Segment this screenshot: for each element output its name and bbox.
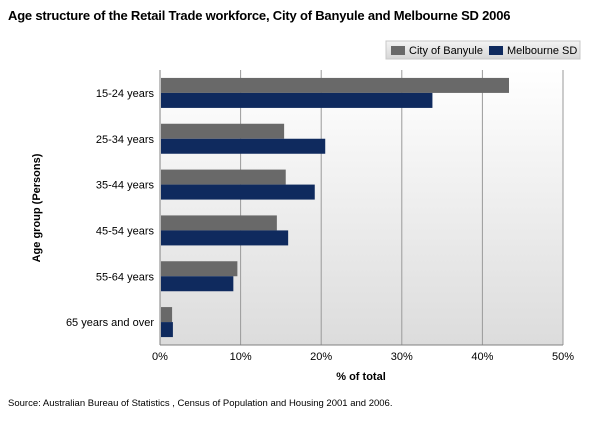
bar-melbourne — [161, 230, 289, 246]
chart-title: Age structure of the Retail Trade workfo… — [8, 8, 511, 23]
bar-melbourne — [161, 138, 326, 154]
y-axis-title: Age group (Persons) — [31, 153, 43, 262]
bar-banyule — [161, 307, 173, 323]
bar-melbourne — [161, 184, 315, 200]
bar-banyule — [161, 261, 238, 277]
y-tick-label: 65 years and over — [66, 317, 154, 329]
y-tick-label: 15-24 years — [96, 88, 155, 100]
bar-melbourne — [161, 276, 234, 292]
legend-box — [385, 40, 581, 60]
plot-area — [160, 70, 563, 345]
y-tick-label: 45-54 years — [96, 225, 155, 237]
x-tick-label: 40% — [471, 351, 493, 363]
gridlines — [240, 70, 564, 345]
bar-melbourne — [161, 322, 173, 338]
bar-melbourne — [161, 92, 433, 108]
legend: City of Banyule Melbourne SD — [385, 40, 581, 60]
legend-label-banyule: City of Banyule — [409, 45, 483, 57]
x-tick-labels: 0% 10% 20% 30% 40% 50% — [152, 351, 574, 363]
x-tick-label: 10% — [230, 351, 252, 363]
bars — [161, 77, 509, 338]
x-tick-label: 20% — [310, 351, 332, 363]
y-tick-label: 35-44 years — [96, 180, 155, 192]
x-tick-label: 30% — [391, 351, 413, 363]
source-note: Source: Australian Bureau of Statistics … — [8, 398, 393, 409]
x-axis-title: % of total — [336, 371, 386, 383]
y-tick-label: 55-64 years — [96, 271, 155, 283]
y-tick-labels: 15-24 years 25-34 years 35-44 years 45-54 y… — [66, 88, 155, 329]
y-tick-label: 25-34 years — [96, 134, 155, 146]
bar-banyule — [161, 169, 286, 185]
x-tick-label: 50% — [552, 351, 574, 363]
bar-banyule — [161, 215, 277, 231]
legend-swatch-banyule — [391, 46, 405, 55]
legend-label-melbourne: Melbourne SD — [507, 45, 577, 57]
x-tick-label: 0% — [152, 351, 168, 363]
bar-banyule — [161, 123, 285, 139]
legend-swatch-melbourne — [489, 46, 503, 55]
bar-banyule — [161, 77, 509, 93]
